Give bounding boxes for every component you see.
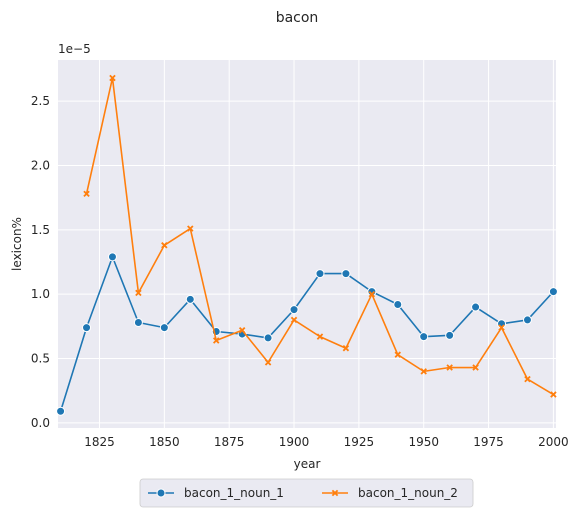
x-marker-stroke [290,316,298,324]
x-marker-stroke [498,324,505,331]
legend-marker [331,489,339,497]
x-marker-stroke [446,364,453,371]
x-gridlines [99,60,554,428]
plot-background [58,60,556,428]
x-tick-label: 2000 [538,435,569,449]
data-point [107,252,117,262]
x-marker-stroke [550,391,557,398]
y-tick-label: 2.0 [31,159,50,173]
data-point [185,294,195,304]
x-tick-label: 1875 [214,435,245,449]
x-tick-label: 1825 [84,435,115,449]
data-point [419,332,429,342]
data-point [82,323,92,333]
legend-box [139,478,474,508]
x-axis-label: year [294,457,321,471]
legend-items: bacon_1_noun_1 bacon_1_noun_2 [148,486,458,500]
y-tick-label: 0.5 [31,352,50,366]
data-point [368,290,376,298]
data-point [161,242,168,249]
data-point [263,333,273,343]
data-point [393,299,403,309]
data-point [83,190,90,198]
series-layer [56,74,558,416]
data-point [290,316,298,324]
data-point [187,225,194,232]
data-point [446,364,453,371]
x-tick-label: 1925 [344,435,375,449]
data-point [159,323,169,333]
data-point [264,359,272,366]
data-point [135,289,142,297]
x-marker-stroke [394,351,402,358]
x-marker-stroke [135,289,142,297]
y-tick-label: 2.5 [31,94,50,108]
legend-item: bacon_1_noun_2 [322,486,458,500]
y-tick-label: 1.5 [31,223,50,237]
series-bacon_1_noun_2 [83,74,557,398]
data-point [522,315,532,325]
data-point [550,391,557,398]
data-point [212,337,220,344]
x-marker-stroke [238,326,246,334]
y-gridlines [58,100,556,424]
y-tick-label: 1.0 [31,287,50,301]
legend-label: bacon_1_noun_1 [184,486,284,500]
data-point [316,333,324,340]
y-tick-label: 0.0 [31,416,50,430]
x-marker-stroke [264,359,272,366]
data-point [524,375,531,383]
legend: bacon_1_noun_1 bacon_1_noun_2 [139,478,474,508]
x-marker-stroke [109,74,116,82]
data-point [289,305,299,315]
data-point [133,317,143,327]
x-marker-stroke [187,225,194,232]
x-marker-stroke [368,290,376,298]
data-point [56,406,66,416]
x-marker-stroke [161,242,168,249]
x-marker-stroke [420,368,427,375]
data-point [548,287,558,297]
data-point [420,368,427,375]
y-axis-label: lexicon% [10,217,24,271]
legend-marker [156,488,166,498]
data-point [342,344,350,352]
y-offset-label: 1e−5 [58,42,91,56]
x-marker-stroke [83,190,90,198]
legend-item: bacon_1_noun_1 [148,486,284,500]
data-point [471,302,481,312]
chart-title: bacon [276,10,319,26]
data-point [109,74,116,82]
x-tick-labels: 1825 1850 1875 1900 1925 1950 1975 2000 [84,435,568,449]
x-marker-stroke [472,364,479,371]
x-marker-stroke [331,489,339,497]
x-tick-label: 1950 [408,435,439,449]
data-point [341,269,351,279]
x-tick-label: 1975 [473,435,504,449]
data-point [472,364,479,371]
x-marker-stroke [342,344,350,352]
x-tick-label: 1900 [279,435,310,449]
x-tick-label: 1850 [149,435,180,449]
data-point [498,324,505,331]
x-marker-stroke [316,333,324,340]
data-point [394,351,402,358]
data-point [238,326,246,334]
legend-label: bacon_1_noun_2 [358,486,458,500]
x-marker-stroke [524,375,531,383]
y-tick-labels: 0.0 0.5 1.0 1.5 2.0 2.5 [31,94,50,430]
data-point [445,330,455,340]
x-marker-stroke [212,337,220,344]
data-point [315,269,325,279]
